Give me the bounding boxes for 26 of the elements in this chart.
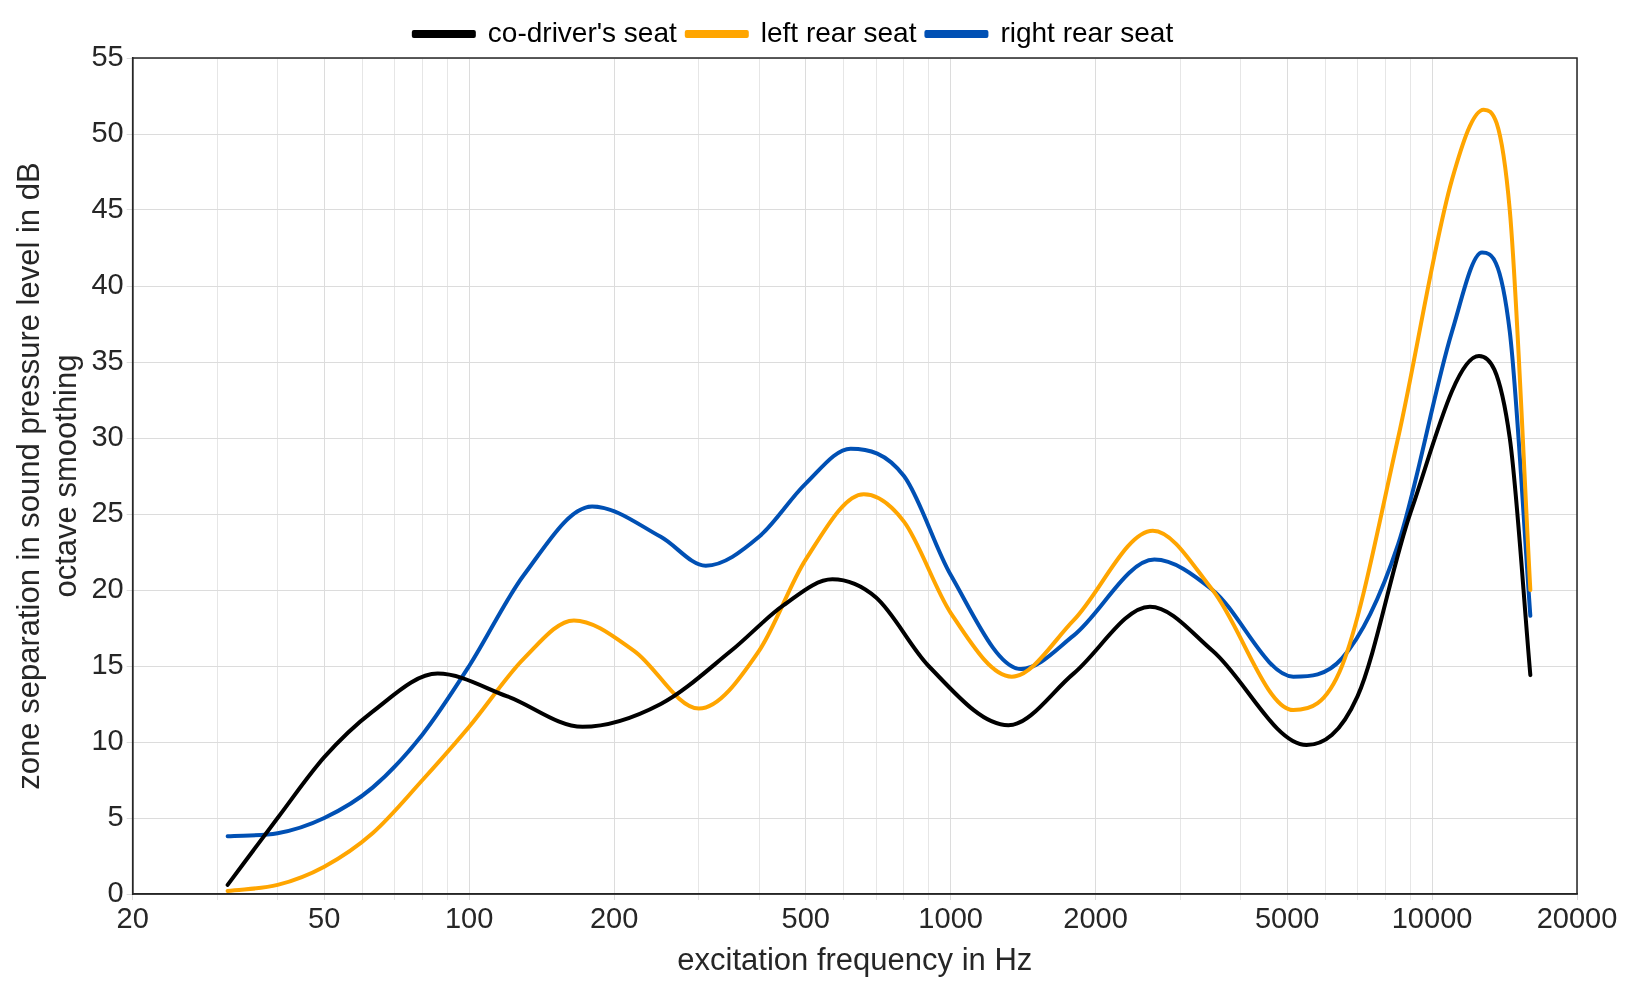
legend-label: left rear seat	[760, 16, 917, 48]
x-tick-label: 5000	[1254, 902, 1320, 935]
y-tick-label: 55	[91, 40, 124, 72]
y-tick-label: 30	[91, 420, 124, 452]
x-tick-label: 100	[444, 902, 494, 935]
y-tick-label: 35	[91, 344, 124, 376]
x-tick-label: 20000	[1536, 902, 1618, 935]
x-axis-title: excitation frequency in Hz	[677, 941, 1033, 977]
y-tick-label: 40	[91, 268, 124, 300]
x-tick-label: 2000	[1063, 902, 1128, 935]
x-tick-label: 200	[589, 902, 639, 935]
legend-label: co-driver's seat	[487, 16, 678, 48]
x-tick-label: 500	[781, 902, 830, 935]
y-tick-label: 50	[91, 116, 124, 148]
legend-label: right rear seat	[1000, 16, 1174, 48]
x-tick-label: 1000	[918, 902, 983, 935]
y-tick-label: 10	[91, 724, 124, 756]
y-tick-label: 25	[91, 496, 124, 528]
y-tick-label: 5	[107, 800, 124, 832]
x-tick-label: 10000	[1391, 902, 1473, 935]
x-tick-label: 50	[308, 902, 341, 935]
y-tick-label: 20	[91, 572, 124, 604]
y-axis-title: zone separation in sound pressure level in dB octave smoothing	[11, 162, 84, 790]
y-tick-label: 0	[107, 876, 124, 908]
y-tick-label: 45	[91, 192, 124, 224]
y-tick-label: 15	[91, 648, 124, 680]
